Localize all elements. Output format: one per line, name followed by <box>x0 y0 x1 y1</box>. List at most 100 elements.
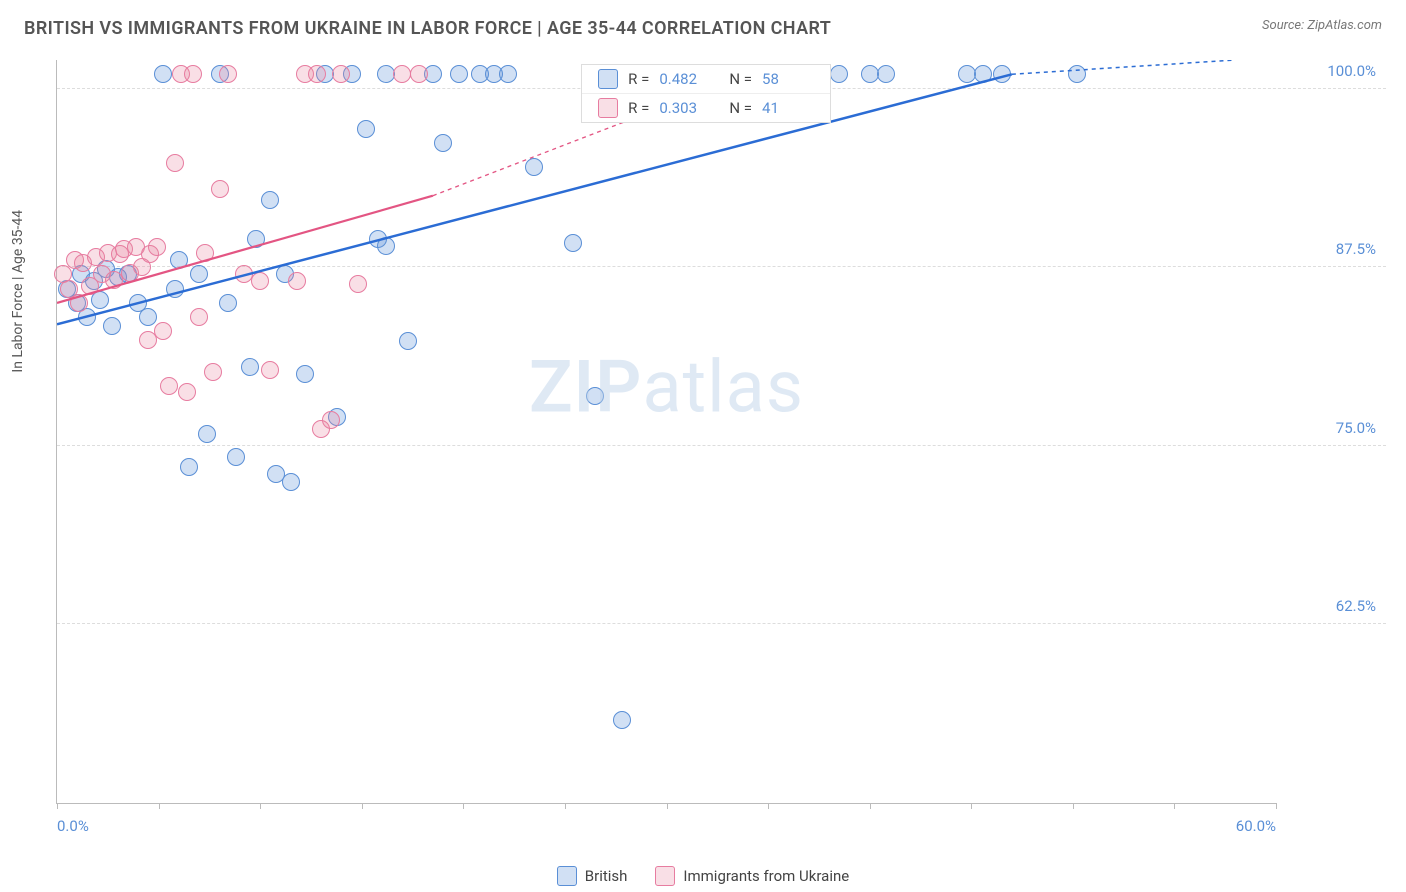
legend-swatch <box>557 866 577 886</box>
data-point <box>830 65 848 83</box>
x-tick <box>870 803 871 809</box>
data-point <box>219 294 237 312</box>
y-tick-label: 87.5% <box>1336 240 1376 258</box>
x-tick <box>159 803 160 809</box>
data-point <box>564 234 582 252</box>
series-legend: British Immigrants from Ukraine <box>0 866 1406 886</box>
data-point <box>170 251 188 269</box>
source-attribution: Source: ZipAtlas.com <box>1262 18 1382 33</box>
data-point <box>296 365 314 383</box>
watermark: ZIPatlas <box>529 344 804 429</box>
legend-r-value: 0.482 <box>659 70 711 88</box>
data-point <box>103 317 121 335</box>
data-point <box>499 65 517 83</box>
data-point <box>166 154 184 172</box>
gridline <box>57 623 1386 624</box>
data-point <box>974 65 992 83</box>
legend-label: British <box>585 867 628 885</box>
data-point <box>251 272 269 290</box>
legend-row: R = 0.482 N = 58 <box>582 65 830 94</box>
legend-item: British <box>557 866 628 886</box>
trend-line <box>57 74 1012 324</box>
x-tick-label: 0.0% <box>57 817 89 835</box>
gridline <box>57 445 1386 446</box>
legend-swatch <box>598 69 618 89</box>
legend-r-value: 0.303 <box>659 99 711 117</box>
data-point <box>139 308 157 326</box>
legend-r-label: R = <box>628 99 649 117</box>
x-tick <box>768 803 769 809</box>
data-point <box>434 134 452 152</box>
gridline <box>57 266 1386 267</box>
x-tick <box>1174 803 1175 809</box>
plot-area: ZIPatlas R =0.482N =58R =0.303N =41 62.5… <box>56 60 1276 804</box>
legend-item: Immigrants from Ukraine <box>655 866 849 886</box>
trend-lines-layer <box>57 60 1276 803</box>
data-point <box>1068 65 1086 83</box>
legend-r-label: R = <box>628 70 649 88</box>
legend-n-value: 41 <box>762 99 814 117</box>
y-axis-label: In Labor Force | Age 35-44 <box>10 210 26 373</box>
data-point <box>219 65 237 83</box>
data-point <box>160 377 178 395</box>
x-tick <box>667 803 668 809</box>
correlation-legend: R = 0.482 N = 58 R = 0.303 N = 41 <box>581 64 831 123</box>
watermark-rest: atlas <box>642 344 804 429</box>
data-point <box>180 458 198 476</box>
x-tick-label: 60.0% <box>1236 817 1276 835</box>
data-point <box>204 363 222 381</box>
data-point <box>282 473 300 491</box>
data-point <box>247 230 265 248</box>
x-tick <box>362 803 363 809</box>
legend-n-value: 58 <box>762 70 814 88</box>
data-point <box>410 65 428 83</box>
data-point <box>196 244 214 262</box>
data-point <box>154 65 172 83</box>
legend-label: Immigrants from Ukraine <box>683 867 849 885</box>
data-point <box>357 120 375 138</box>
legend-n-label: N = <box>729 70 752 88</box>
data-point <box>227 448 245 466</box>
data-point <box>399 332 417 350</box>
data-point <box>586 387 604 405</box>
data-point <box>613 711 631 729</box>
data-point <box>70 294 88 312</box>
data-point <box>332 65 350 83</box>
data-point <box>525 158 543 176</box>
data-point <box>261 191 279 209</box>
legend-swatch <box>655 866 675 886</box>
data-point <box>190 308 208 326</box>
data-point <box>349 275 367 293</box>
data-point <box>261 361 279 379</box>
data-point <box>166 280 184 298</box>
data-point <box>308 65 326 83</box>
data-point <box>322 411 340 429</box>
chart-container: In Labor Force | Age 35-44 ZIPatlas R =0… <box>48 60 1386 832</box>
legend-row: R = 0.303 N = 41 <box>582 94 830 122</box>
y-tick-label: 62.5% <box>1336 597 1376 615</box>
legend-swatch <box>598 98 618 118</box>
trend-line-extrapolated <box>1012 60 1235 74</box>
legend-n-label: N = <box>729 99 752 117</box>
y-tick-label: 75.0% <box>1336 419 1376 437</box>
data-point <box>377 237 395 255</box>
data-point <box>154 322 172 340</box>
data-point <box>288 272 306 290</box>
x-tick <box>1276 803 1277 809</box>
data-point <box>993 65 1011 83</box>
data-point <box>190 265 208 283</box>
x-tick <box>57 803 58 809</box>
data-point <box>178 383 196 401</box>
data-point <box>184 65 202 83</box>
data-point <box>877 65 895 83</box>
x-tick <box>565 803 566 809</box>
x-tick <box>971 803 972 809</box>
x-tick <box>260 803 261 809</box>
chart-title: BRITISH VS IMMIGRANTS FROM UKRAINE IN LA… <box>24 18 831 39</box>
x-tick <box>463 803 464 809</box>
data-point <box>148 238 166 256</box>
data-point <box>450 65 468 83</box>
data-point <box>198 425 216 443</box>
data-point <box>241 358 259 376</box>
y-tick-label: 100.0% <box>1327 62 1376 80</box>
